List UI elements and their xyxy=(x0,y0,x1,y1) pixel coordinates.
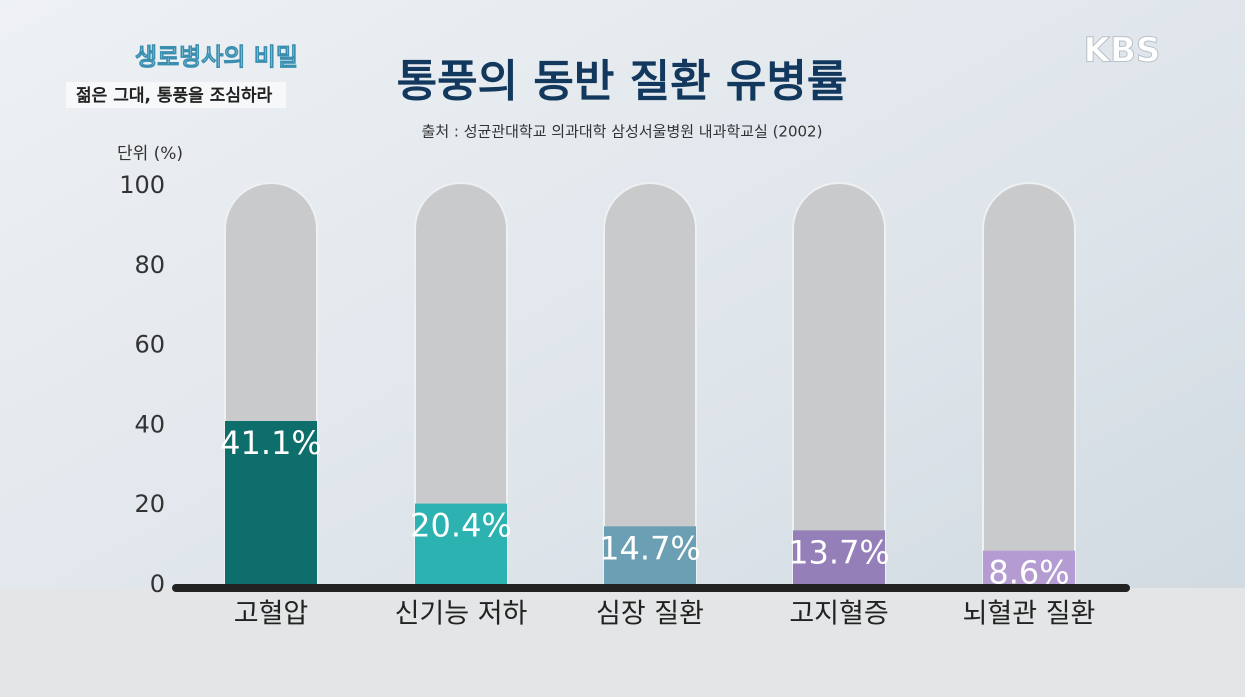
y-tick-label: 60 xyxy=(134,331,165,359)
program-logo: 생로병사의 비밀 xyxy=(135,43,298,71)
x-tick-label: 신기능 저하 xyxy=(395,599,528,630)
bar-track xyxy=(792,182,886,586)
value-label: 41.1% xyxy=(220,424,322,462)
x-tick-label: 뇌혈관 질환 xyxy=(963,599,1096,630)
bar-track xyxy=(982,182,1076,586)
episode-box xyxy=(66,82,286,108)
y-axis-label: 단위 (%) xyxy=(117,144,183,164)
value-label: 14.7% xyxy=(599,529,701,567)
value-label: 20.4% xyxy=(410,507,512,545)
y-tick-label: 20 xyxy=(134,490,165,518)
bar xyxy=(604,526,696,585)
y-tick-label: 80 xyxy=(134,251,165,279)
channel-logo: KBS xyxy=(1084,31,1161,71)
chart-title: 통풍의 동반 질환 유병률 xyxy=(397,56,848,107)
y-tick-label: 40 xyxy=(134,410,165,438)
x-tick-label: 심장 질환 xyxy=(596,599,704,630)
bar-track xyxy=(414,182,508,586)
bar-track xyxy=(603,182,697,586)
episode-title: 젊은 그대, 통풍을 조심하라 xyxy=(76,85,273,106)
x-tick-label: 고지혈증 xyxy=(789,599,888,630)
chart-subtitle: 출처 : 성균관대학교 의과대학 삼성서울병원 내과학교실 (2002) xyxy=(422,123,823,141)
bar xyxy=(415,503,507,585)
value-label: 13.7% xyxy=(788,533,890,571)
floor xyxy=(0,588,1245,697)
bar xyxy=(983,550,1075,585)
x-tick-label: 고혈압 xyxy=(234,599,309,630)
bar xyxy=(793,530,885,585)
y-tick-label: 0 xyxy=(150,570,165,598)
y-tick-label: 100 xyxy=(119,171,165,199)
bar xyxy=(225,421,317,585)
